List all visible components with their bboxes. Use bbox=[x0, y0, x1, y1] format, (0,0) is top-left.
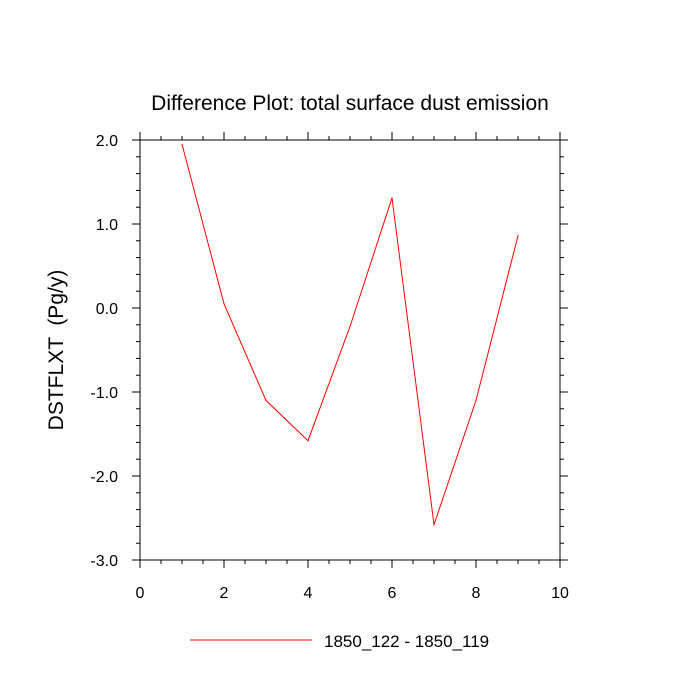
tick-marks bbox=[132, 132, 568, 568]
data-point bbox=[181, 143, 183, 145]
data-point bbox=[433, 524, 435, 526]
data-point bbox=[223, 303, 225, 305]
y-axis-label: DSTFLXT (Pg/y) bbox=[45, 270, 68, 431]
chart-title: Difference Plot: total surface dust emis… bbox=[151, 92, 549, 115]
data-point bbox=[475, 399, 477, 401]
x-tick-label: 8 bbox=[472, 585, 481, 602]
tick-labels: 0 2 4 6 8 10 -3.0 -2.0 -1.0 0.0 1.0 2.0 bbox=[90, 133, 569, 602]
y-tick-label: -3.0 bbox=[90, 553, 118, 570]
legend: 1850_122 - 1850_119 bbox=[190, 632, 489, 651]
x-tick-label: 10 bbox=[551, 585, 569, 602]
data-point bbox=[307, 440, 309, 442]
data-point bbox=[517, 235, 519, 237]
x-tick-label: 6 bbox=[388, 585, 397, 602]
x-tick-label: 0 bbox=[136, 585, 145, 602]
plot-frame bbox=[139, 139, 561, 561]
data-point bbox=[349, 325, 351, 328]
data-point bbox=[391, 197, 393, 199]
y-tick-label: 0.0 bbox=[96, 301, 118, 318]
x-tick-label: 4 bbox=[304, 585, 313, 602]
series-line-0 bbox=[181, 144, 519, 525]
y-tick-label: -1.0 bbox=[90, 385, 118, 402]
series-lines bbox=[181, 143, 519, 526]
y-tick-label: 2.0 bbox=[96, 133, 118, 150]
y-tick-label: 1.0 bbox=[96, 217, 118, 234]
y-tick-label: -2.0 bbox=[90, 469, 118, 486]
legend-label: 1850_122 - 1850_119 bbox=[324, 632, 489, 651]
data-point bbox=[265, 399, 267, 401]
x-tick-label: 2 bbox=[220, 585, 229, 602]
